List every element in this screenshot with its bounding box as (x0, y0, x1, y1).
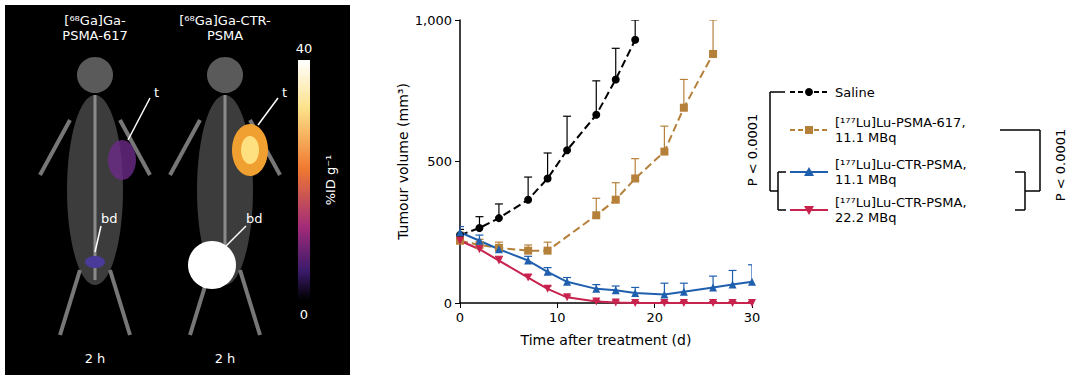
svg-text:[⁶⁸Ga]Ga-: [⁶⁸Ga]Ga- (64, 13, 126, 28)
svg-text:2 h: 2 h (215, 351, 236, 366)
svg-text:PSMA-617: PSMA-617 (62, 28, 127, 43)
svg-text:[⁶⁸Ga]Ga-CTR-: [⁶⁸Ga]Ga-CTR- (179, 13, 271, 28)
svg-text:Time after treatment (d): Time after treatment (d) (520, 332, 692, 348)
svg-text:10: 10 (549, 310, 566, 325)
svg-text:%ID g⁻¹: %ID g⁻¹ (323, 155, 338, 206)
svg-text:P < 0.0001: P < 0.0001 (1053, 129, 1068, 201)
svg-text:bd: bd (246, 211, 263, 226)
svg-text:500: 500 (427, 154, 452, 169)
svg-text:P < 0.0001: P < 0.0001 (745, 114, 760, 186)
svg-text:bd: bd (101, 211, 118, 226)
svg-text:40: 40 (296, 41, 313, 56)
svg-text:PSMA: PSMA (207, 28, 243, 43)
svg-text:11.1 MBq: 11.1 MBq (835, 172, 896, 187)
svg-text:[¹⁷⁷Lu]Lu-PSMA-617,: [¹⁷⁷Lu]Lu-PSMA-617, (835, 115, 966, 130)
svg-text:22.2 MBq: 22.2 MBq (835, 210, 896, 225)
svg-text:30: 30 (744, 310, 761, 325)
svg-text:t: t (154, 85, 159, 100)
svg-text:t: t (282, 85, 287, 100)
svg-text:0: 0 (300, 307, 308, 322)
svg-text:[¹⁷⁷Lu]Lu-CTR-PSMA,: [¹⁷⁷Lu]Lu-CTR-PSMA, (835, 157, 967, 172)
svg-text:[¹⁷⁷Lu]Lu-CTR-PSMA,: [¹⁷⁷Lu]Lu-CTR-PSMA, (835, 195, 967, 210)
svg-text:0: 0 (444, 296, 452, 311)
svg-text:1,000: 1,000 (415, 13, 452, 28)
svg-text:11.1 MBq: 11.1 MBq (835, 130, 896, 145)
svg-text:20: 20 (646, 310, 663, 325)
svg-text:Saline: Saline (835, 85, 875, 100)
svg-text:2 h: 2 h (85, 351, 106, 366)
svg-text:0: 0 (456, 310, 464, 325)
svg-text:Tumour volume (mm³): Tumour volume (mm³) (395, 83, 411, 241)
